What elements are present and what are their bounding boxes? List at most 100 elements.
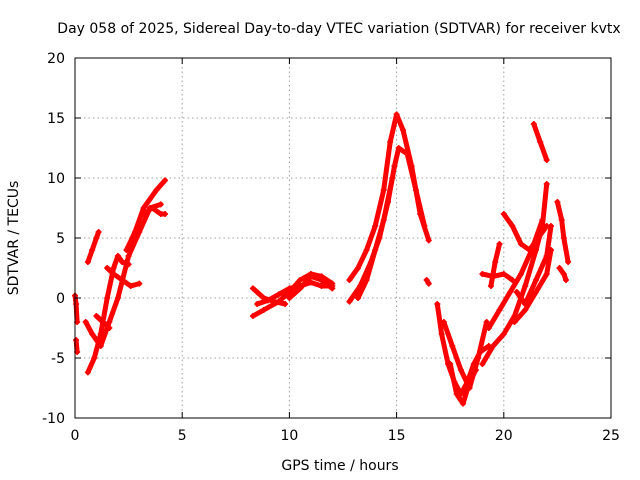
data-point: [485, 325, 492, 331]
data-point: [496, 241, 503, 247]
data-point: [423, 277, 430, 283]
data-point: [449, 343, 456, 349]
data-point: [104, 295, 111, 301]
data-point: [387, 139, 394, 145]
data-point: [249, 313, 256, 319]
data-point: [543, 271, 550, 277]
data-point: [558, 217, 565, 223]
data-point: [91, 355, 98, 361]
data-point: [543, 157, 550, 163]
data-point: [517, 271, 524, 277]
data-point: [522, 301, 529, 307]
y-tick-label: 5: [56, 231, 65, 247]
data-point: [543, 253, 550, 259]
data-point: [380, 217, 387, 223]
y-tick-label: 20: [47, 51, 65, 67]
y-tick-label: 15: [47, 111, 65, 127]
data-point: [560, 271, 567, 277]
series-trace: [479, 271, 515, 283]
data-point: [84, 259, 91, 265]
data-point: [346, 298, 353, 305]
data-point: [404, 151, 411, 157]
data-point: [73, 301, 80, 307]
data-point: [560, 235, 567, 241]
data-point: [297, 277, 304, 283]
x-tick-label: 15: [388, 428, 406, 444]
data-point: [363, 247, 370, 253]
data-point: [286, 285, 293, 292]
data-point: [434, 301, 441, 307]
data-point: [440, 319, 447, 325]
data-point: [346, 277, 353, 283]
data-point: [93, 235, 100, 241]
data-point: [114, 295, 121, 301]
data-point: [496, 307, 503, 313]
y-tick-label: 0: [56, 291, 65, 307]
data-point: [355, 265, 362, 271]
data-point: [136, 280, 143, 287]
data-point: [509, 277, 516, 283]
data-point: [487, 283, 494, 289]
series-trace: [501, 211, 550, 253]
axis-ticks: 0 5 10 15 20 25 -10 -5 0 5 10 15 20: [42, 51, 620, 444]
data-point: [297, 285, 304, 292]
data-point: [282, 301, 289, 307]
data-point: [395, 145, 402, 151]
data-point: [483, 319, 490, 325]
data-point: [114, 253, 121, 259]
x-tick-label: 0: [71, 428, 80, 444]
data-point: [119, 277, 126, 283]
data-point: [140, 205, 147, 211]
x-tick-label: 5: [178, 428, 187, 444]
data-point: [472, 367, 479, 373]
data-point: [153, 187, 160, 193]
data-point: [511, 319, 518, 325]
data-point: [132, 229, 139, 235]
data-point: [438, 331, 445, 337]
x-tick-label: 20: [495, 428, 513, 444]
data-point: [537, 139, 544, 145]
x-axis-label: GPS time / hours: [281, 458, 398, 474]
data-point: [95, 229, 102, 235]
data-point: [466, 379, 473, 385]
data-point: [447, 361, 454, 367]
data-point: [513, 289, 520, 295]
data-point: [425, 280, 432, 287]
data-point: [254, 301, 261, 307]
data-point: [110, 271, 117, 277]
data-point: [393, 111, 400, 118]
data-point: [412, 187, 419, 193]
data-series: [72, 111, 572, 407]
data-point: [522, 283, 529, 289]
data-point: [286, 295, 293, 301]
data-point: [318, 277, 325, 283]
data-point: [526, 247, 533, 253]
data-point: [249, 285, 256, 292]
data-point: [532, 277, 539, 283]
data-point: [554, 199, 561, 205]
data-point: [73, 337, 80, 343]
data-point: [110, 265, 117, 271]
data-point: [475, 355, 482, 361]
data-point: [260, 307, 267, 313]
data-point: [522, 307, 529, 313]
data-point: [421, 223, 428, 229]
data-point: [162, 211, 169, 217]
series-trace: [83, 201, 164, 349]
series-trace: [441, 319, 490, 391]
y-tick-label: 10: [47, 171, 65, 187]
data-point: [372, 223, 379, 229]
series-trace: [141, 205, 168, 217]
data-point: [565, 259, 572, 265]
data-point: [391, 163, 398, 169]
data-point: [162, 177, 169, 184]
data-point: [547, 223, 554, 229]
data-point: [457, 367, 464, 373]
series-trace: [554, 199, 571, 265]
data-point: [157, 201, 164, 208]
data-point: [82, 319, 89, 325]
data-point: [389, 175, 396, 181]
x-tick-label: 25: [602, 428, 620, 444]
data-point: [543, 181, 550, 187]
data-point: [149, 205, 156, 211]
